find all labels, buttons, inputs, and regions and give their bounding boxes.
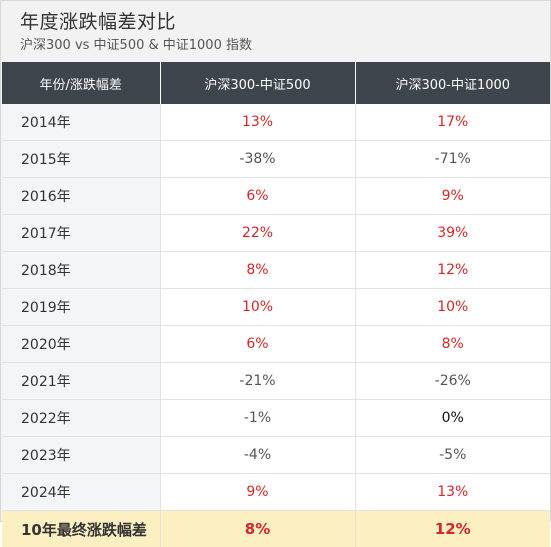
summary-label: 10年最终涨跌幅差 <box>2 511 160 547</box>
row-year: 2020年 <box>2 326 160 363</box>
row-year: 2024年 <box>2 474 160 511</box>
table-row: 2023年-4%-5% <box>2 437 550 474</box>
cell-hs300-zz1000: 0% <box>355 400 550 437</box>
cell-hs300-zz1000: 9% <box>355 178 550 215</box>
cell-hs300-zz500: 8% <box>160 252 355 289</box>
cell-hs300-zz1000: 13% <box>355 474 550 511</box>
cell-hs300-zz1000: 12% <box>355 252 550 289</box>
cell-hs300-zz1000: -71% <box>355 141 550 178</box>
header-row: 年份/涨跌幅差 沪深300-中证500 沪深300-中证1000 <box>2 62 550 104</box>
row-year: 2019年 <box>2 289 160 326</box>
cell-hs300-zz1000: -26% <box>355 363 550 400</box>
row-year: 2017年 <box>2 215 160 252</box>
row-year: 2016年 <box>2 178 160 215</box>
header-year: 年份/涨跌幅差 <box>2 62 160 104</box>
row-year: 2018年 <box>2 252 160 289</box>
cell-hs300-zz500: -1% <box>160 400 355 437</box>
row-year: 2022年 <box>2 400 160 437</box>
cell-hs300-zz500: 13% <box>160 104 355 141</box>
cell-hs300-zz1000: 10% <box>355 289 550 326</box>
cell-hs300-zz500: -4% <box>160 437 355 474</box>
comparison-card: 年度涨跌幅差对比 沪深300 vs 中证500 & 中证1000 指数 年份/涨… <box>0 0 551 522</box>
cell-hs300-zz500: -21% <box>160 363 355 400</box>
header-hs300-zz1000: 沪深300-中证1000 <box>355 62 550 104</box>
table-row: 2015年-38%-71% <box>2 141 550 178</box>
table-title: 年度涨跌幅差对比 <box>20 7 176 34</box>
cell-hs300-zz500: 22% <box>160 215 355 252</box>
table-row: 2022年-1%0% <box>2 400 550 437</box>
cell-hs300-zz500: 10% <box>160 289 355 326</box>
cell-hs300-zz1000: 39% <box>355 215 550 252</box>
table-subtitle: 沪深300 vs 中证500 & 中证1000 指数 <box>20 34 252 53</box>
summary-hs300-zz1000: 12% <box>355 511 550 547</box>
header-hs300-zz500: 沪深300-中证500 <box>160 62 355 104</box>
cell-hs300-zz500: 9% <box>160 474 355 511</box>
summary-hs300-zz500: 8% <box>160 511 355 547</box>
cell-hs300-zz1000: -5% <box>355 437 550 474</box>
cell-hs300-zz500: -38% <box>160 141 355 178</box>
row-year: 2021年 <box>2 363 160 400</box>
row-year: 2023年 <box>2 437 160 474</box>
cell-hs300-zz1000: 8% <box>355 326 550 363</box>
cell-hs300-zz1000: 17% <box>355 104 550 141</box>
table-row: 2021年-21%-26% <box>2 363 550 400</box>
row-year: 2015年 <box>2 141 160 178</box>
cell-hs300-zz500: 6% <box>160 326 355 363</box>
row-year: 2014年 <box>2 104 160 141</box>
cell-hs300-zz500: 6% <box>160 178 355 215</box>
